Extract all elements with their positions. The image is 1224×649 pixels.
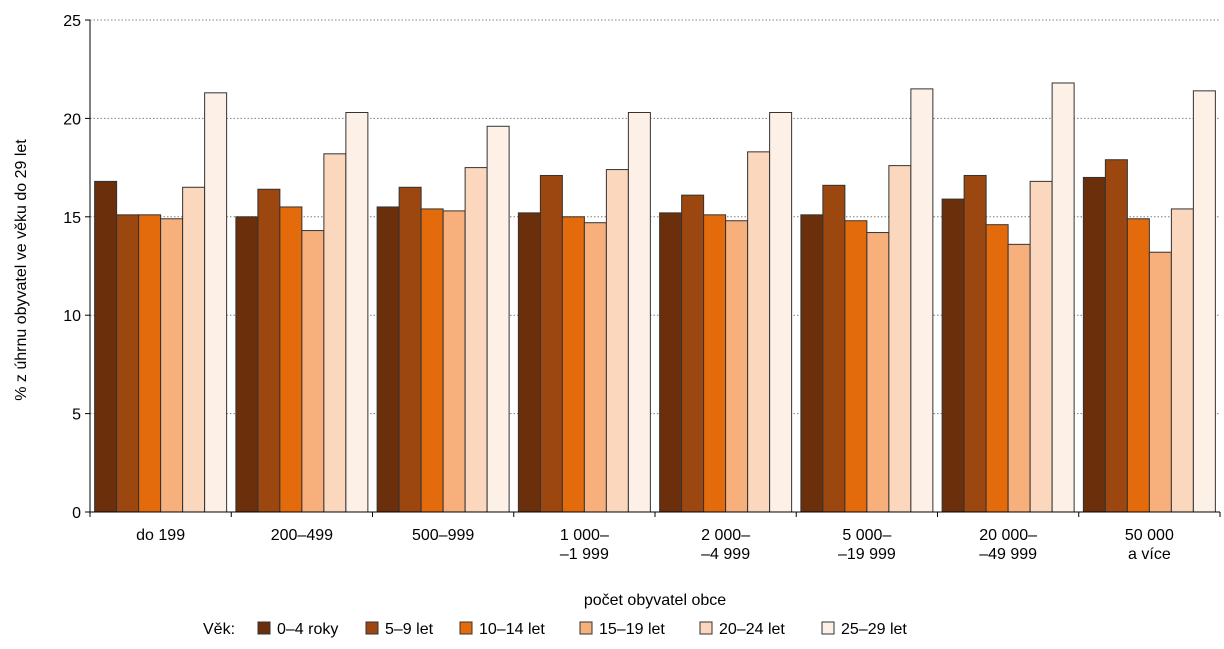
bar bbox=[866, 232, 890, 513]
bar bbox=[442, 210, 466, 513]
bar bbox=[844, 220, 868, 513]
bar bbox=[1082, 176, 1106, 513]
bar bbox=[963, 174, 987, 513]
bar bbox=[138, 214, 162, 513]
legend-swatch bbox=[579, 621, 593, 635]
y-tick-label: 0 bbox=[72, 505, 81, 522]
bar bbox=[376, 206, 400, 513]
x-tick-label: 50 000 bbox=[1125, 527, 1174, 544]
bar bbox=[279, 206, 303, 513]
legend-label: 10–14 let bbox=[479, 621, 545, 638]
legend-label: 20–24 let bbox=[719, 621, 785, 638]
bar bbox=[420, 208, 444, 513]
axes bbox=[85, 19, 1221, 517]
x-axis-label: počet obyvatel obce bbox=[584, 592, 726, 609]
legend-swatch bbox=[821, 621, 835, 635]
bar bbox=[725, 220, 749, 513]
tick-labels: 0 5 10 15 20 25 do 199 200–499 500–999 1 000– –1 9… bbox=[63, 13, 1174, 563]
bar bbox=[747, 151, 771, 513]
bar bbox=[398, 186, 422, 513]
bar bbox=[1051, 82, 1075, 513]
bar bbox=[769, 111, 793, 513]
bar bbox=[116, 214, 140, 513]
bar bbox=[464, 167, 488, 513]
y-tick-label: 15 bbox=[63, 210, 81, 227]
bar bbox=[486, 125, 510, 513]
bar bbox=[1029, 180, 1053, 513]
y-tick-label: 5 bbox=[72, 407, 81, 424]
bars bbox=[94, 82, 1216, 513]
bar bbox=[800, 214, 824, 513]
legend-label: 5–9 let bbox=[385, 621, 434, 638]
x-tick-label: –1 999 bbox=[560, 546, 609, 563]
bar bbox=[985, 224, 1009, 513]
legend-label: 15–19 let bbox=[599, 621, 665, 638]
legend-label: 25–29 let bbox=[841, 621, 907, 638]
y-tick-label: 10 bbox=[63, 308, 81, 325]
bar bbox=[94, 180, 118, 513]
bar bbox=[517, 212, 541, 513]
x-tick-label: 1 000– bbox=[560, 527, 609, 544]
x-tick-label: do 199 bbox=[136, 527, 185, 544]
x-tick-label: –49 999 bbox=[979, 546, 1037, 563]
x-tick-label: 20 000– bbox=[979, 527, 1037, 544]
bar bbox=[257, 188, 281, 513]
bar bbox=[160, 218, 184, 513]
bar bbox=[1192, 90, 1216, 513]
x-tick-label: –4 999 bbox=[701, 546, 750, 563]
bar bbox=[235, 216, 259, 513]
legend: Věk: 0–4 roky 5–9 let 10–14 let 15–19 let 20–… bbox=[203, 621, 907, 638]
y-axis-label: % z úhrnu obyvatel ve věku do 29 let bbox=[13, 139, 30, 401]
legend-swatch bbox=[257, 621, 271, 635]
x-tick-label: 200–499 bbox=[271, 527, 333, 544]
bar bbox=[888, 165, 912, 513]
bar bbox=[822, 184, 846, 513]
bar bbox=[1148, 251, 1172, 513]
bar bbox=[561, 216, 585, 513]
bar bbox=[703, 214, 727, 513]
bar bbox=[204, 92, 228, 513]
bar bbox=[345, 111, 369, 513]
bar bbox=[301, 230, 325, 513]
bar bbox=[539, 174, 563, 513]
legend-label: 0–4 roky bbox=[277, 621, 338, 638]
legend-title: Věk: bbox=[203, 621, 235, 638]
bar bbox=[941, 198, 965, 513]
y-tick-label: 20 bbox=[63, 111, 81, 128]
legend-swatch bbox=[699, 621, 713, 635]
x-tick-label: –19 999 bbox=[838, 546, 896, 563]
y-tick-label: 25 bbox=[63, 13, 81, 30]
bar bbox=[605, 169, 629, 513]
x-tick-label: 2 000– bbox=[701, 527, 750, 544]
bar bbox=[659, 212, 683, 513]
bar bbox=[627, 111, 651, 513]
x-tick-label: a více bbox=[1128, 546, 1171, 563]
bar bbox=[583, 222, 607, 513]
legend-swatch bbox=[459, 621, 473, 635]
bar bbox=[323, 153, 347, 513]
bar bbox=[182, 186, 206, 513]
x-tick-label: 500–999 bbox=[412, 527, 474, 544]
bar bbox=[681, 194, 705, 513]
bar bbox=[1126, 218, 1150, 513]
bar bbox=[1104, 159, 1128, 513]
bar bbox=[910, 88, 934, 513]
bar bbox=[1170, 208, 1194, 513]
legend-swatch bbox=[365, 621, 379, 635]
bar bbox=[1007, 243, 1031, 513]
x-tick-label: 5 000– bbox=[842, 527, 891, 544]
